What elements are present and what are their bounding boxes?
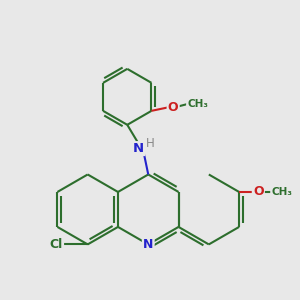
Text: CH₃: CH₃ <box>187 99 208 109</box>
Text: Cl: Cl <box>50 238 63 251</box>
Text: N: N <box>133 142 144 155</box>
Text: CH₃: CH₃ <box>271 187 292 197</box>
Text: O: O <box>168 101 178 114</box>
Text: H: H <box>146 136 155 149</box>
Text: O: O <box>253 185 264 199</box>
Text: N: N <box>143 238 153 251</box>
